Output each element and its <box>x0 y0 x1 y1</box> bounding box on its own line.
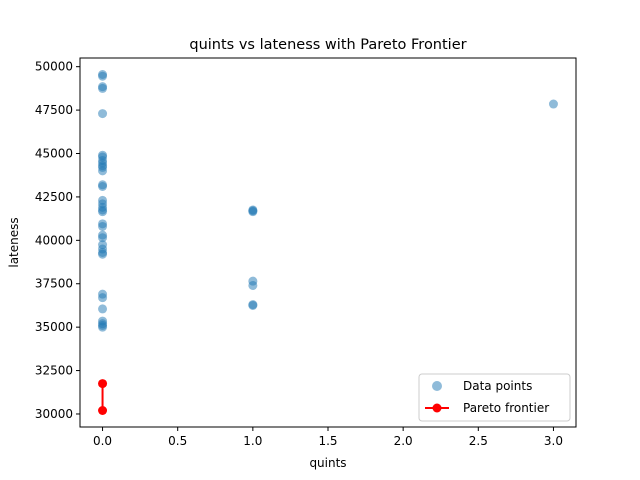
legend-label-pareto-frontier: Pareto frontier <box>463 401 549 415</box>
data-point <box>98 322 108 332</box>
data-point <box>248 207 258 217</box>
y-tick-label: 37500 <box>35 277 73 291</box>
data-points-layer <box>98 69 558 332</box>
data-point <box>98 249 108 259</box>
pareto-frontier-layer <box>98 379 108 416</box>
y-tick-label: 45000 <box>35 147 73 161</box>
y-tick-label: 42500 <box>35 190 73 204</box>
pareto-frontier-point <box>98 379 108 389</box>
data-point <box>98 109 108 119</box>
x-tick-label: 3.0 <box>544 434 563 448</box>
pareto-frontier-point <box>98 406 108 416</box>
x-tick-label: 0.0 <box>93 434 112 448</box>
data-point <box>98 71 108 81</box>
chart-legend: Data points Pareto frontier <box>418 373 571 422</box>
y-axis-ticks: 30000 32500 35000 37500 40000 42500 45000 47500… <box>35 60 80 421</box>
data-point <box>98 207 108 217</box>
y-tick-label: 40000 <box>35 233 73 247</box>
x-tick-label: 2.5 <box>469 434 488 448</box>
legend-pareto-frontier-marker <box>432 403 442 413</box>
data-point <box>98 166 108 176</box>
legend-label-data-points: Data points <box>463 379 532 393</box>
data-point <box>98 221 108 231</box>
data-point <box>98 83 108 93</box>
x-axis-ticks: 0.0 0.5 1.0 1.5 2.0 2.5 3.0 <box>93 427 563 448</box>
data-point <box>98 233 108 243</box>
x-tick-label: 0.5 <box>168 434 187 448</box>
y-tick-label: 32500 <box>35 364 73 378</box>
x-tick-label: 1.5 <box>318 434 337 448</box>
legend-data-points-marker <box>432 381 442 391</box>
data-point <box>248 300 258 310</box>
x-axis-label: quints <box>309 456 346 470</box>
x-tick-label: 1.0 <box>243 434 262 448</box>
data-point <box>98 293 108 303</box>
data-point <box>98 181 108 191</box>
y-tick-label: 35000 <box>35 320 73 334</box>
y-tick-label: 50000 <box>35 60 73 74</box>
chart-title: quints vs lateness with Pareto Frontier <box>189 37 466 53</box>
y-tick-label: 47500 <box>35 103 73 117</box>
x-tick-label: 2.0 <box>394 434 413 448</box>
legend-box <box>418 373 571 422</box>
data-point <box>548 99 558 109</box>
y-axis-label: lateness <box>7 217 21 267</box>
data-point <box>98 304 108 314</box>
data-point <box>248 280 258 290</box>
y-tick-label: 30000 <box>35 407 73 421</box>
